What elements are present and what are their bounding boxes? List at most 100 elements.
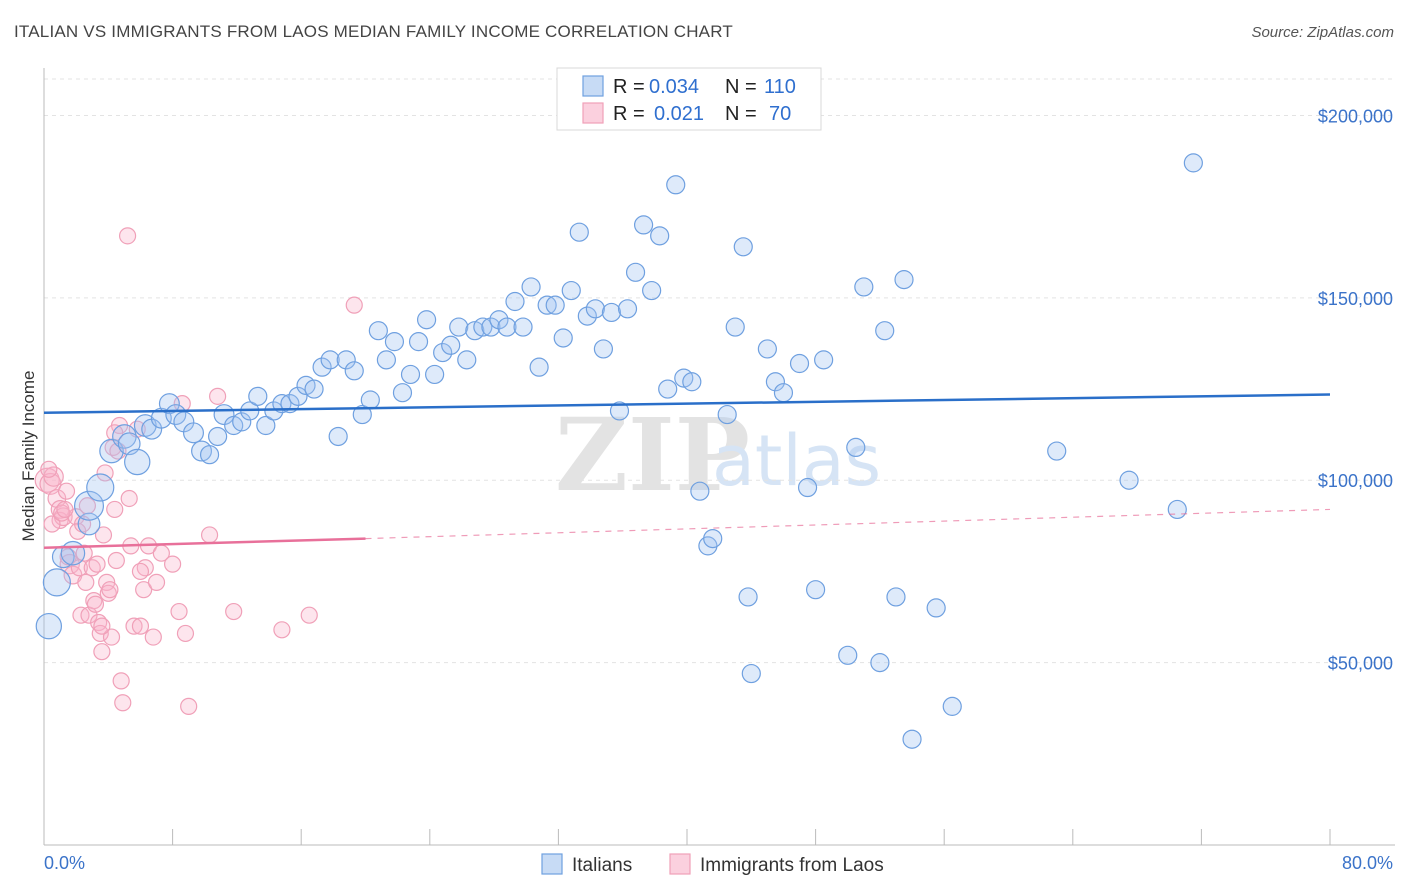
italians-point xyxy=(60,540,86,566)
watermark-atlas: atlas xyxy=(712,420,881,502)
chart-title: ITALIAN VS IMMIGRANTS FROM LAOS MEDIAN F… xyxy=(14,22,733,41)
italians-point xyxy=(74,490,105,521)
italians-point xyxy=(124,448,151,476)
laos-point xyxy=(57,482,76,500)
laos-point xyxy=(118,227,137,245)
italians-point xyxy=(682,372,702,392)
italians-point xyxy=(625,262,646,282)
italians-point xyxy=(601,302,622,323)
italians-point xyxy=(352,404,372,425)
italians-point xyxy=(733,237,753,257)
laos-point xyxy=(56,500,74,519)
grid-lines: $50,000 $100,000 $150,000 $200,000 xyxy=(44,78,1395,674)
laos-point xyxy=(114,694,132,712)
italians-point xyxy=(320,350,340,370)
italians-points xyxy=(35,153,1203,749)
correlation-legend: R = 0.034 N = 110 R = 0.021 N = 70 xyxy=(556,67,822,131)
italians-point xyxy=(894,270,914,290)
italians-point xyxy=(738,587,758,607)
laos-point xyxy=(39,472,62,495)
italians-point xyxy=(569,222,589,242)
italians-point xyxy=(481,317,501,337)
italians-point xyxy=(703,528,723,549)
watermark-zip: ZIP xyxy=(555,396,750,514)
laos-point xyxy=(94,526,113,544)
italians-point xyxy=(585,299,605,319)
bottom-legend-laos: Immigrants from Laos xyxy=(700,855,884,876)
italians-point xyxy=(741,663,761,684)
y-axis-label: Median Family Income xyxy=(19,370,38,541)
laos-point xyxy=(43,515,61,533)
laos-point xyxy=(170,602,188,621)
laos-point xyxy=(131,562,150,581)
bottom-legend-swatch-italians xyxy=(541,853,563,875)
italians-point xyxy=(537,295,557,315)
laos-point xyxy=(131,617,150,635)
italians-point xyxy=(577,306,597,326)
italians-point xyxy=(264,401,284,421)
laos-point xyxy=(93,617,111,635)
italians-point xyxy=(814,350,834,370)
italians-point xyxy=(838,645,858,665)
laos-trend-line xyxy=(43,537,366,549)
y-tick-label: $100,000 xyxy=(1318,471,1393,491)
laos-trend-line-extension xyxy=(365,508,1331,540)
laos-point xyxy=(93,643,111,661)
italians-point xyxy=(609,401,630,421)
italians-point xyxy=(513,317,533,337)
italians-point xyxy=(642,280,662,301)
italians-point xyxy=(232,412,252,432)
legend-r-label-2: R = xyxy=(613,103,645,125)
legend-r-value-2: 0.021 xyxy=(654,103,704,125)
italians-point xyxy=(1047,441,1067,461)
laos-point xyxy=(120,489,138,508)
italians-point xyxy=(789,353,810,374)
italians-point xyxy=(902,729,922,749)
italians-point xyxy=(658,379,678,399)
legend-r-label-1: R = xyxy=(613,76,645,98)
italians-point xyxy=(441,335,461,355)
laos-point xyxy=(106,500,124,519)
laos-point xyxy=(86,595,105,613)
laos-point xyxy=(209,387,227,405)
laos-point xyxy=(147,573,166,591)
italians-point xyxy=(208,426,228,447)
italians-point xyxy=(457,350,477,370)
italians-point xyxy=(400,364,421,385)
laos-point xyxy=(200,526,219,544)
italians-point xyxy=(854,277,874,297)
bottom-legend-italians: Italians xyxy=(572,855,632,876)
laos-point xyxy=(125,617,143,635)
italians-point xyxy=(521,277,541,297)
italians-point xyxy=(497,317,517,337)
italians-point xyxy=(376,350,396,370)
italians-point xyxy=(256,415,276,436)
legend-swatch-italians xyxy=(582,75,604,97)
chart-source: Source: ZipAtlas.com xyxy=(1251,24,1394,41)
italians-point xyxy=(336,350,356,370)
laos-point xyxy=(107,551,125,570)
italians-point xyxy=(199,445,220,465)
laos-point xyxy=(112,672,130,690)
italians-point xyxy=(1183,153,1203,173)
italians-point xyxy=(690,481,710,501)
laos-point xyxy=(106,424,124,442)
italians-point xyxy=(797,477,818,498)
italians-point xyxy=(312,357,332,377)
laos-point xyxy=(88,555,106,573)
italians-point xyxy=(1167,499,1187,520)
italians-point xyxy=(717,404,737,425)
italians-point xyxy=(288,386,308,406)
legend-n-label-1: N = xyxy=(725,76,757,98)
italians-point xyxy=(633,215,654,235)
laos-point xyxy=(345,296,363,314)
italians-point xyxy=(529,357,549,377)
italians-point xyxy=(545,295,565,315)
laos-point xyxy=(102,628,121,646)
italians-point xyxy=(392,383,413,403)
italians-point xyxy=(182,422,204,444)
laos-point xyxy=(43,466,64,487)
laos-point xyxy=(273,621,291,639)
italians-point xyxy=(1119,470,1139,490)
laos-points xyxy=(34,227,363,715)
